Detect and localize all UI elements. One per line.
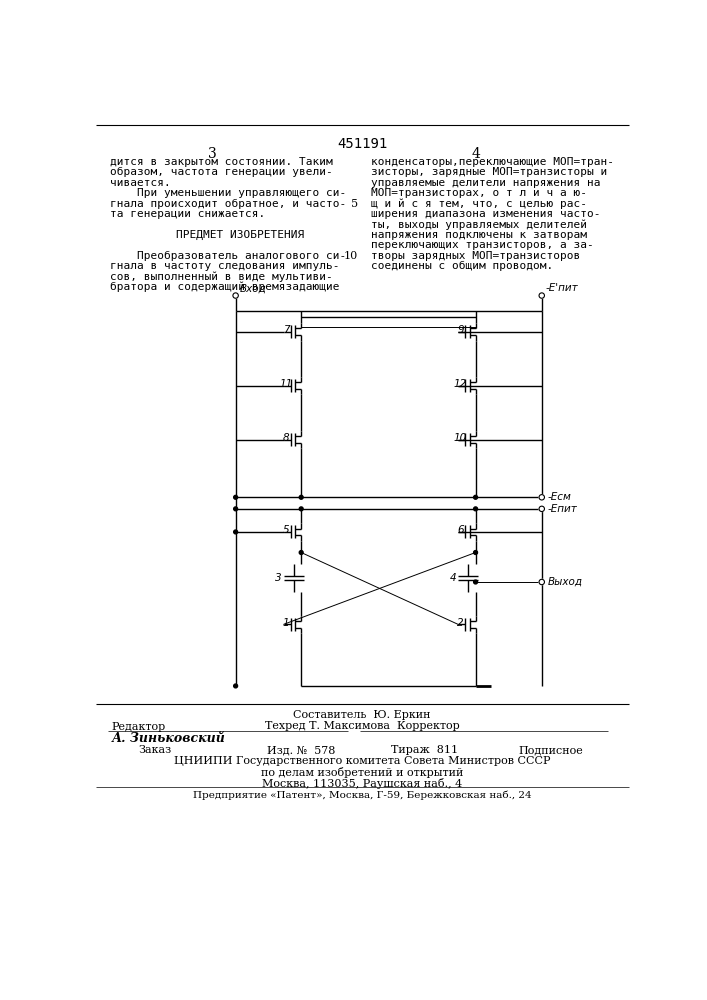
Text: дится в закрытом состоянии. Таким: дится в закрытом состоянии. Таким: [110, 157, 333, 167]
Text: А. Зиньковский: А. Зиньковский: [112, 732, 226, 745]
Text: Заказ: Заказ: [139, 745, 172, 755]
Circle shape: [234, 507, 238, 511]
Text: Москва, 113035, Раушская наб., 4: Москва, 113035, Раушская наб., 4: [262, 778, 462, 789]
Text: 9: 9: [457, 325, 464, 335]
Text: Составитель  Ю. Еркин: Составитель Ю. Еркин: [293, 710, 431, 720]
Text: 7: 7: [283, 325, 289, 335]
Text: ЦНИИПИ Государственного комитета Совета Министров СССР: ЦНИИПИ Государственного комитета Совета …: [174, 756, 550, 766]
Text: 11: 11: [279, 379, 293, 389]
Text: МОП=транзисторах, о т л и ч а ю-: МОП=транзисторах, о т л и ч а ю-: [371, 188, 588, 198]
Text: 4: 4: [472, 147, 480, 161]
Text: зисторы, зарядные МОП=транзисторы и: зисторы, зарядные МОП=транзисторы и: [371, 167, 607, 177]
Text: ты, выходы управляемых делителей: ты, выходы управляемых делителей: [371, 219, 588, 230]
Circle shape: [539, 293, 544, 298]
Circle shape: [234, 530, 238, 534]
Text: Предприятие «Патент», Москва, Г-59, Бережковская наб., 24: Предприятие «Патент», Москва, Г-59, Бере…: [192, 791, 531, 800]
Circle shape: [474, 495, 477, 499]
Text: 5: 5: [283, 525, 289, 535]
Text: Редактор: Редактор: [112, 722, 166, 732]
Text: щ и й с я тем, что, с целью рас-: щ и й с я тем, что, с целью рас-: [371, 199, 588, 209]
Text: 10: 10: [344, 251, 358, 261]
Text: 451191: 451191: [337, 137, 387, 151]
Circle shape: [474, 507, 477, 511]
Text: управляемые делители напряжения на: управляемые делители напряжения на: [371, 178, 601, 188]
Circle shape: [539, 579, 544, 585]
Text: 1: 1: [283, 618, 289, 628]
Circle shape: [539, 506, 544, 512]
Text: Техред Т. Максимова  Корректор: Техред Т. Максимова Корректор: [264, 721, 460, 731]
Circle shape: [234, 684, 238, 688]
Text: переключающих транзисторов, а за-: переключающих транзисторов, а за-: [371, 240, 594, 250]
Circle shape: [299, 551, 303, 554]
Text: Выход: Выход: [548, 577, 583, 587]
Text: -E'пит: -E'пит: [546, 283, 578, 293]
Text: братора и содержащий времязадающие: братора и содержащий времязадающие: [110, 282, 339, 292]
Circle shape: [299, 507, 303, 511]
Text: творы зарядных МОП=транзисторов: творы зарядных МОП=транзисторов: [371, 251, 580, 261]
Text: сов, выполненный в виде мультиви-: сов, выполненный в виде мультиви-: [110, 271, 333, 282]
Text: -Есм: -Есм: [548, 492, 572, 502]
Text: ПРЕДМЕТ ИЗОБРЕТЕНИЯ: ПРЕДМЕТ ИЗОБРЕТЕНИЯ: [148, 230, 304, 240]
Text: 5: 5: [351, 199, 358, 209]
Text: та генерации снижается.: та генерации снижается.: [110, 209, 265, 219]
Text: ширения диапазона изменения часто-: ширения диапазона изменения часто-: [371, 209, 601, 219]
Circle shape: [474, 551, 477, 554]
Text: чивается.: чивается.: [110, 178, 171, 188]
Circle shape: [539, 495, 544, 500]
Text: 2: 2: [457, 618, 464, 628]
Text: Тираж  811: Тираж 811: [391, 745, 457, 755]
Text: 10: 10: [454, 433, 467, 443]
Text: 8: 8: [283, 433, 289, 443]
Circle shape: [299, 495, 303, 499]
Text: гнала происходит обратное, и часто-: гнала происходит обратное, и часто-: [110, 199, 346, 209]
Text: 4: 4: [450, 573, 456, 583]
Text: 3: 3: [208, 147, 217, 161]
Text: Вход: Вход: [240, 283, 267, 293]
Text: Преобразователь аналогового си-: Преобразователь аналогового си-: [110, 251, 346, 261]
Text: Подписное: Подписное: [518, 745, 583, 755]
Text: 12: 12: [454, 379, 467, 389]
Text: образом, частота генерации увели-: образом, частота генерации увели-: [110, 167, 333, 177]
Text: по делам изобретений и открытий: по делам изобретений и открытий: [261, 767, 463, 778]
Text: 3: 3: [275, 573, 281, 583]
Text: Изд. №  578: Изд. № 578: [267, 745, 335, 755]
Text: напряжения подключены к затворам: напряжения подключены к затворам: [371, 230, 588, 240]
Circle shape: [234, 495, 238, 499]
Text: При уменьшении управляющего си-: При уменьшении управляющего си-: [110, 188, 346, 198]
Text: соединены с общим проводом.: соединены с общим проводом.: [371, 261, 554, 271]
Text: -Епит: -Епит: [548, 504, 578, 514]
Text: гнала в частоту следования импуль-: гнала в частоту следования импуль-: [110, 261, 339, 271]
Circle shape: [474, 580, 477, 584]
Circle shape: [233, 293, 238, 298]
Text: конденсаторы,переключающие МОП=тран-: конденсаторы,переключающие МОП=тран-: [371, 157, 614, 167]
Text: 6: 6: [457, 525, 464, 535]
